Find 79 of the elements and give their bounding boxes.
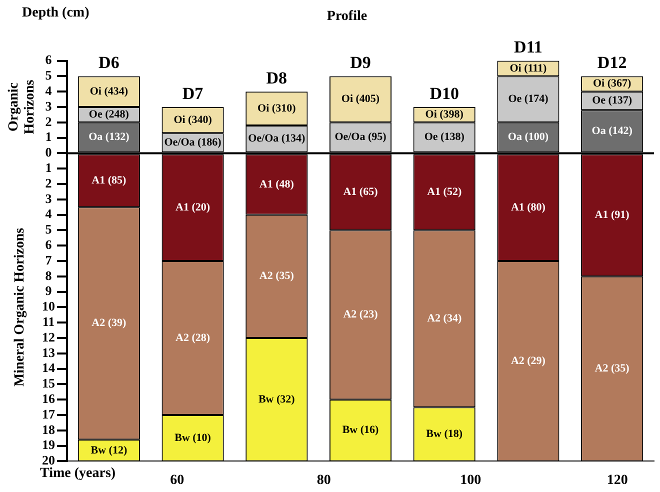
y-tick-label: 0	[45, 144, 52, 160]
y-tick-label: 20	[42, 452, 55, 468]
x2-tick-label: 60	[170, 473, 184, 488]
x-tick-label: D12	[597, 53, 627, 72]
x-tick-label: D10	[430, 84, 459, 103]
y-tick-label: 7	[45, 252, 52, 268]
annotation: Bw (10)	[174, 432, 212, 444]
annotation: A2 (39)	[92, 317, 127, 330]
x-tick-label: D9	[350, 53, 371, 72]
y-tick-label: 1	[45, 160, 52, 175]
annotation: Oi (111)	[510, 62, 548, 74]
annotation: A2 (28)	[176, 332, 210, 344]
annotation: Oi (310)	[258, 102, 296, 114]
annotation: A1 (20)	[176, 201, 210, 214]
y-tick-label: 9	[45, 283, 52, 298]
annotation: A2 (23)	[343, 308, 378, 321]
annotation: Oi (405)	[341, 93, 380, 106]
annotation: Oa (142)	[592, 124, 633, 137]
annotation: Oa (100)	[508, 131, 549, 144]
x2-axis-title: Time (years)	[40, 466, 116, 481]
y-tick-label: 10	[42, 298, 55, 314]
x-tick-label: D8	[266, 68, 288, 88]
y-tick-label: 13	[42, 344, 56, 360]
annotation: A1 (52)	[427, 186, 462, 198]
y-tick-label: 5	[45, 68, 52, 83]
annotation: Oe/Oa (95)	[334, 131, 387, 144]
annotation: Oi (434)	[90, 85, 128, 98]
chart-title: Profile	[326, 9, 368, 24]
annotation: A1 (85)	[92, 174, 127, 186]
text: Organic Horizons	[6, 79, 38, 134]
y-tick-label: 3	[45, 190, 52, 206]
y-tick-label: 2	[45, 175, 52, 190]
annotation: Bw (16)	[342, 424, 380, 436]
y-tick-label: 18	[42, 422, 56, 437]
annotation: A2 (29)	[510, 354, 546, 367]
annotation: A1 (80)	[510, 201, 546, 214]
annotation: Oe (138)	[424, 131, 465, 144]
y-tick-label: 11	[42, 314, 55, 329]
y-tick-label: 2	[45, 114, 52, 129]
y-tick-label: 16	[42, 390, 56, 406]
annotation: A1 (65)	[343, 186, 378, 198]
annotation: A2 (35)	[594, 362, 630, 375]
x-tick-label: D7	[182, 84, 204, 103]
annotation: Bw (18)	[426, 428, 463, 440]
annotation: Oe/Oa (134)	[248, 132, 306, 145]
y-tick-label: 4	[45, 206, 52, 222]
annotation: Oa (132)	[88, 131, 130, 144]
y-axis-title: Depth (cm)	[22, 6, 90, 21]
annotation: Bw (12)	[90, 444, 128, 456]
annotation: Oi (398)	[425, 108, 464, 121]
y-tick-label: 1	[45, 129, 52, 144]
x-tick-label: D6	[98, 53, 120, 72]
y-tick-label: 14	[42, 360, 56, 376]
annotation: A1 (48)	[259, 178, 294, 190]
x2-tick-label: 100	[460, 473, 482, 488]
x-tick-label: D11	[514, 38, 542, 57]
x2-tick-label: 120	[606, 473, 628, 488]
y-tick-label: 12	[42, 329, 55, 344]
y-tick-label: 4	[45, 82, 52, 98]
annotation: A2 (34)	[427, 312, 462, 325]
annotation: Oi (340)	[174, 114, 212, 126]
y-tick-label: 8	[45, 268, 52, 283]
annotation: Oe/Oa (186)	[164, 136, 222, 149]
annotation: A2 (35)	[259, 270, 294, 282]
annotation: Oi (367)	[592, 78, 632, 90]
y-tick-label: 15	[42, 376, 56, 391]
y-tick-label: 17	[42, 406, 56, 422]
annotation: Oe (137)	[592, 94, 632, 107]
annotation: A1 (91)	[594, 209, 630, 222]
annotation: Oe (174)	[508, 93, 549, 106]
text: Mineral Organic Horizons	[12, 227, 28, 387]
x2-tick-label: 80	[316, 473, 331, 488]
annotation: Bw (32)	[258, 393, 296, 406]
y-tick-label: 19	[42, 437, 56, 452]
annotation: Oe (248)	[88, 108, 130, 121]
y-tick-label: 3	[45, 98, 52, 114]
y-tick-label: 6	[45, 236, 52, 252]
y-tick-label: 6	[45, 52, 52, 68]
y-tick-label: 5	[45, 222, 52, 237]
